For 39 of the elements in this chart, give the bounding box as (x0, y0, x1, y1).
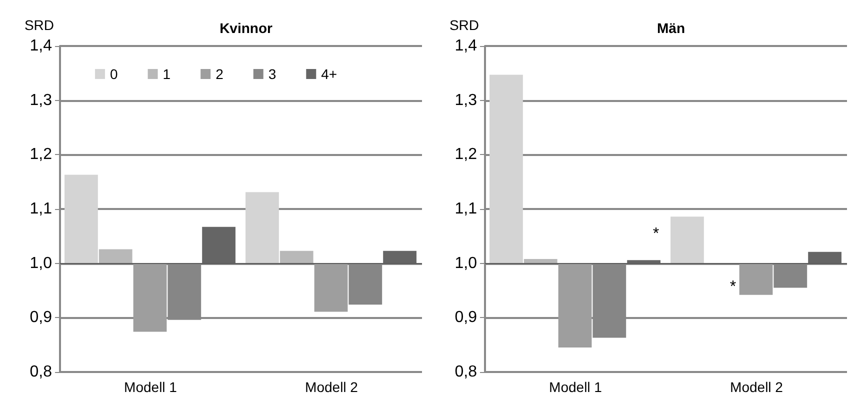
y-tick-label: 1,3 (454, 92, 478, 109)
legend-label: 1 (162, 66, 171, 82)
bar (314, 263, 348, 312)
y-tick-label: 1,1 (454, 200, 478, 218)
y-tick-label: 0,9 (30, 309, 52, 326)
bar (246, 192, 279, 264)
y-axis-title: SRD (24, 17, 54, 33)
y-tick-label: 1,4 (30, 38, 52, 54)
y-tick-label: 1,0 (30, 254, 52, 272)
annotation: * (730, 278, 736, 296)
bar (558, 263, 592, 348)
legend-label: 4+ (321, 66, 338, 82)
bar (280, 250, 314, 264)
legend-label: 2 (216, 66, 224, 82)
x-tick-label: Modell 1 (549, 379, 602, 395)
annotation: * (652, 226, 660, 242)
x-tick-label: Modell 2 (730, 379, 784, 395)
legend-label: 0 (110, 66, 118, 82)
y-tick-label: 0,8 (454, 364, 478, 380)
bar (670, 216, 704, 264)
chart-title: Män (657, 20, 685, 36)
bar (64, 174, 98, 264)
x-tick-label: Modell 2 (305, 379, 358, 395)
y-tick-label: 1,3 (30, 92, 52, 109)
y-tick-label: 0,8 (30, 364, 52, 380)
bar (490, 74, 523, 264)
x-tick-label: Modell 1 (124, 379, 178, 395)
bar (739, 263, 773, 295)
y-tick-label: 1,4 (454, 38, 478, 54)
y-tick-label: 1,1 (30, 200, 52, 218)
bar (133, 263, 167, 332)
chart-title: Kvinnor (220, 20, 273, 36)
y-tick-label: 0,9 (454, 309, 478, 326)
y-tick-label: 1,0 (454, 254, 478, 272)
legend-label: 3 (268, 66, 276, 82)
y-tick-label: 1,2 (454, 146, 478, 164)
y-axis-title: SRD (449, 17, 479, 33)
bar (98, 249, 132, 264)
y-tick-label: 1,2 (30, 146, 52, 164)
